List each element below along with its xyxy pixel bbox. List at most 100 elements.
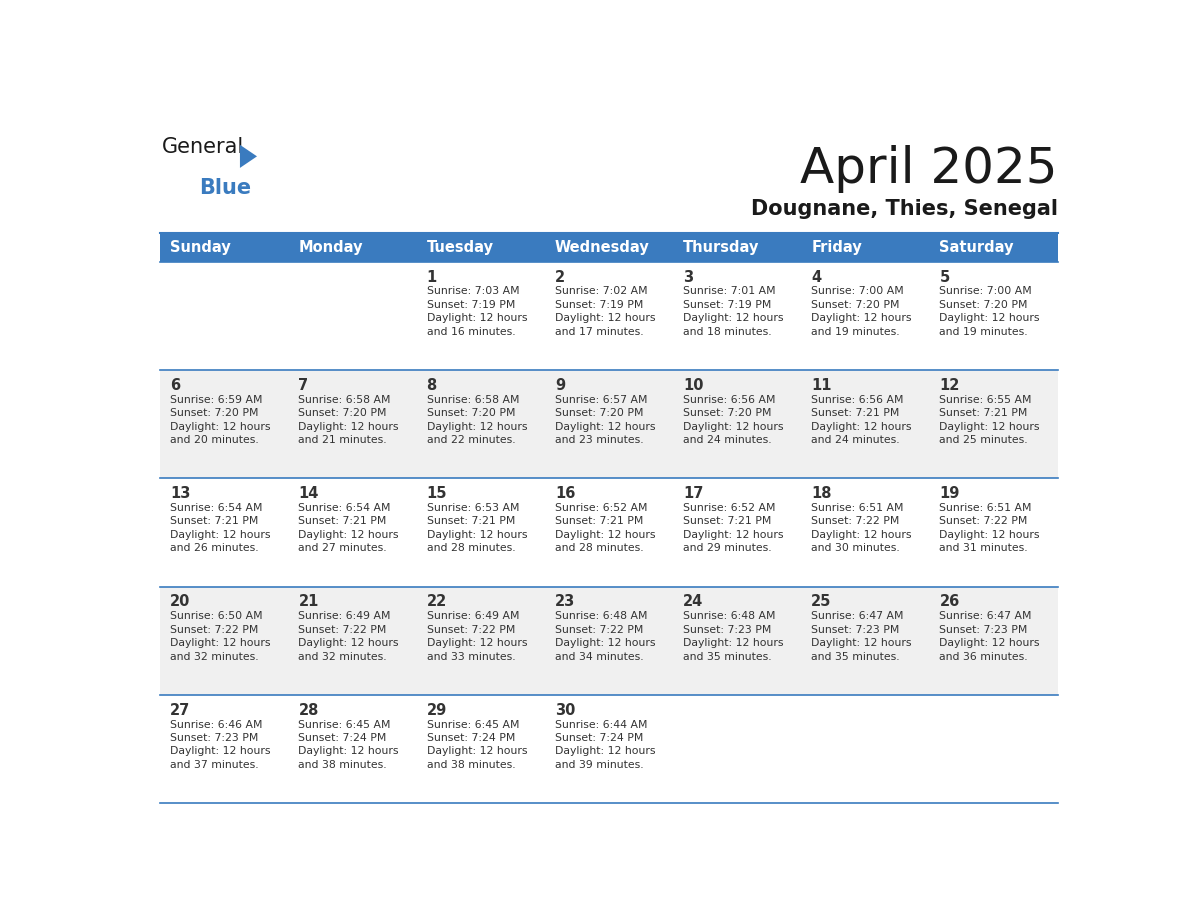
Text: Daylight: 12 hours: Daylight: 12 hours — [683, 638, 784, 648]
Text: 12: 12 — [940, 378, 960, 393]
Text: 26: 26 — [940, 594, 960, 610]
Text: Daylight: 12 hours: Daylight: 12 hours — [555, 746, 656, 756]
Text: 5: 5 — [940, 270, 949, 285]
Text: Daylight: 12 hours: Daylight: 12 hours — [426, 746, 527, 756]
Text: 22: 22 — [426, 594, 447, 610]
Text: Sunrise: 6:49 AM: Sunrise: 6:49 AM — [426, 611, 519, 621]
Bar — [160, 370, 1057, 478]
Text: and 37 minutes.: and 37 minutes. — [170, 760, 259, 770]
Text: Daylight: 12 hours: Daylight: 12 hours — [811, 530, 911, 540]
Text: Sunset: 7:23 PM: Sunset: 7:23 PM — [940, 625, 1028, 634]
Text: 28: 28 — [298, 702, 318, 718]
Text: Sunset: 7:20 PM: Sunset: 7:20 PM — [683, 409, 771, 419]
Text: and 36 minutes.: and 36 minutes. — [940, 652, 1028, 662]
Text: Blue: Blue — [198, 178, 251, 198]
Text: Daylight: 12 hours: Daylight: 12 hours — [426, 638, 527, 648]
Text: 16: 16 — [555, 486, 575, 501]
Text: Daylight: 12 hours: Daylight: 12 hours — [811, 313, 911, 323]
Text: Sunset: 7:22 PM: Sunset: 7:22 PM — [298, 625, 387, 634]
Text: Sunday: Sunday — [170, 241, 230, 255]
Text: Daylight: 12 hours: Daylight: 12 hours — [811, 421, 911, 431]
Text: Sunrise: 6:51 AM: Sunrise: 6:51 AM — [811, 503, 904, 513]
Text: Sunset: 7:22 PM: Sunset: 7:22 PM — [555, 625, 643, 634]
Text: Sunset: 7:21 PM: Sunset: 7:21 PM — [555, 517, 643, 527]
Bar — [672, 233, 801, 262]
Text: 19: 19 — [940, 486, 960, 501]
Text: General: General — [162, 137, 244, 156]
Text: and 21 minutes.: and 21 minutes. — [298, 435, 387, 445]
Text: Sunset: 7:22 PM: Sunset: 7:22 PM — [170, 625, 259, 634]
Text: 23: 23 — [555, 594, 575, 610]
Text: and 24 minutes.: and 24 minutes. — [811, 435, 899, 445]
Text: Sunrise: 6:53 AM: Sunrise: 6:53 AM — [426, 503, 519, 513]
Text: Sunrise: 6:58 AM: Sunrise: 6:58 AM — [426, 395, 519, 405]
Bar — [801, 233, 929, 262]
Text: and 22 minutes.: and 22 minutes. — [426, 435, 516, 445]
Text: 11: 11 — [811, 378, 832, 393]
Text: Sunset: 7:24 PM: Sunset: 7:24 PM — [426, 733, 514, 743]
Text: and 19 minutes.: and 19 minutes. — [940, 327, 1028, 337]
Text: Sunset: 7:20 PM: Sunset: 7:20 PM — [811, 300, 899, 310]
Text: Sunset: 7:20 PM: Sunset: 7:20 PM — [426, 409, 516, 419]
Text: Sunrise: 6:56 AM: Sunrise: 6:56 AM — [683, 395, 776, 405]
Text: 29: 29 — [426, 702, 447, 718]
Text: Sunset: 7:22 PM: Sunset: 7:22 PM — [811, 517, 899, 527]
Bar — [545, 233, 672, 262]
Text: Sunrise: 6:52 AM: Sunrise: 6:52 AM — [683, 503, 776, 513]
Text: 9: 9 — [555, 378, 565, 393]
Text: Sunrise: 6:45 AM: Sunrise: 6:45 AM — [426, 720, 519, 730]
Text: 24: 24 — [683, 594, 703, 610]
Text: 3: 3 — [683, 270, 693, 285]
Text: and 32 minutes.: and 32 minutes. — [170, 652, 259, 662]
Text: 30: 30 — [555, 702, 575, 718]
Text: Sunrise: 6:48 AM: Sunrise: 6:48 AM — [683, 611, 776, 621]
Text: Sunrise: 6:47 AM: Sunrise: 6:47 AM — [811, 611, 904, 621]
Bar — [289, 233, 417, 262]
Text: Sunrise: 6:54 AM: Sunrise: 6:54 AM — [298, 503, 391, 513]
Text: Daylight: 12 hours: Daylight: 12 hours — [298, 746, 399, 756]
Text: and 27 minutes.: and 27 minutes. — [298, 543, 387, 554]
Text: and 24 minutes.: and 24 minutes. — [683, 435, 772, 445]
Text: Sunset: 7:22 PM: Sunset: 7:22 PM — [940, 517, 1028, 527]
Text: Sunset: 7:23 PM: Sunset: 7:23 PM — [683, 625, 771, 634]
Text: Sunset: 7:24 PM: Sunset: 7:24 PM — [555, 733, 643, 743]
Text: 8: 8 — [426, 378, 437, 393]
Text: 14: 14 — [298, 486, 318, 501]
Text: Sunrise: 6:44 AM: Sunrise: 6:44 AM — [555, 720, 647, 730]
Text: Daylight: 12 hours: Daylight: 12 hours — [170, 746, 271, 756]
Text: Sunrise: 6:49 AM: Sunrise: 6:49 AM — [298, 611, 391, 621]
Text: Sunrise: 6:57 AM: Sunrise: 6:57 AM — [555, 395, 647, 405]
Text: Daylight: 12 hours: Daylight: 12 hours — [940, 421, 1040, 431]
Text: and 28 minutes.: and 28 minutes. — [426, 543, 516, 554]
Text: 7: 7 — [298, 378, 309, 393]
Text: Monday: Monday — [298, 241, 362, 255]
Bar — [160, 587, 1057, 695]
Text: Daylight: 12 hours: Daylight: 12 hours — [426, 530, 527, 540]
Text: and 33 minutes.: and 33 minutes. — [426, 652, 516, 662]
Text: and 19 minutes.: and 19 minutes. — [811, 327, 899, 337]
Text: Sunrise: 6:58 AM: Sunrise: 6:58 AM — [298, 395, 391, 405]
Text: Sunset: 7:20 PM: Sunset: 7:20 PM — [555, 409, 644, 419]
Text: 17: 17 — [683, 486, 703, 501]
Text: Sunset: 7:19 PM: Sunset: 7:19 PM — [426, 300, 514, 310]
Text: and 23 minutes.: and 23 minutes. — [555, 435, 644, 445]
Text: Sunset: 7:20 PM: Sunset: 7:20 PM — [940, 300, 1028, 310]
Text: 1: 1 — [426, 270, 437, 285]
Text: Dougnane, Thies, Senegal: Dougnane, Thies, Senegal — [751, 198, 1057, 218]
Text: 21: 21 — [298, 594, 318, 610]
Text: and 20 minutes.: and 20 minutes. — [170, 435, 259, 445]
Text: Sunrise: 7:00 AM: Sunrise: 7:00 AM — [811, 286, 904, 297]
Text: and 32 minutes.: and 32 minutes. — [298, 652, 387, 662]
Text: and 38 minutes.: and 38 minutes. — [298, 760, 387, 770]
Text: and 25 minutes.: and 25 minutes. — [940, 435, 1028, 445]
Text: Daylight: 12 hours: Daylight: 12 hours — [426, 421, 527, 431]
Text: Sunrise: 6:50 AM: Sunrise: 6:50 AM — [170, 611, 263, 621]
Text: 20: 20 — [170, 594, 190, 610]
Text: Sunset: 7:21 PM: Sunset: 7:21 PM — [940, 409, 1028, 419]
Text: Daylight: 12 hours: Daylight: 12 hours — [683, 421, 784, 431]
Text: Daylight: 12 hours: Daylight: 12 hours — [170, 638, 271, 648]
Text: April 2025: April 2025 — [800, 145, 1057, 193]
Text: and 29 minutes.: and 29 minutes. — [683, 543, 772, 554]
Text: Daylight: 12 hours: Daylight: 12 hours — [940, 638, 1040, 648]
Text: and 16 minutes.: and 16 minutes. — [426, 327, 516, 337]
